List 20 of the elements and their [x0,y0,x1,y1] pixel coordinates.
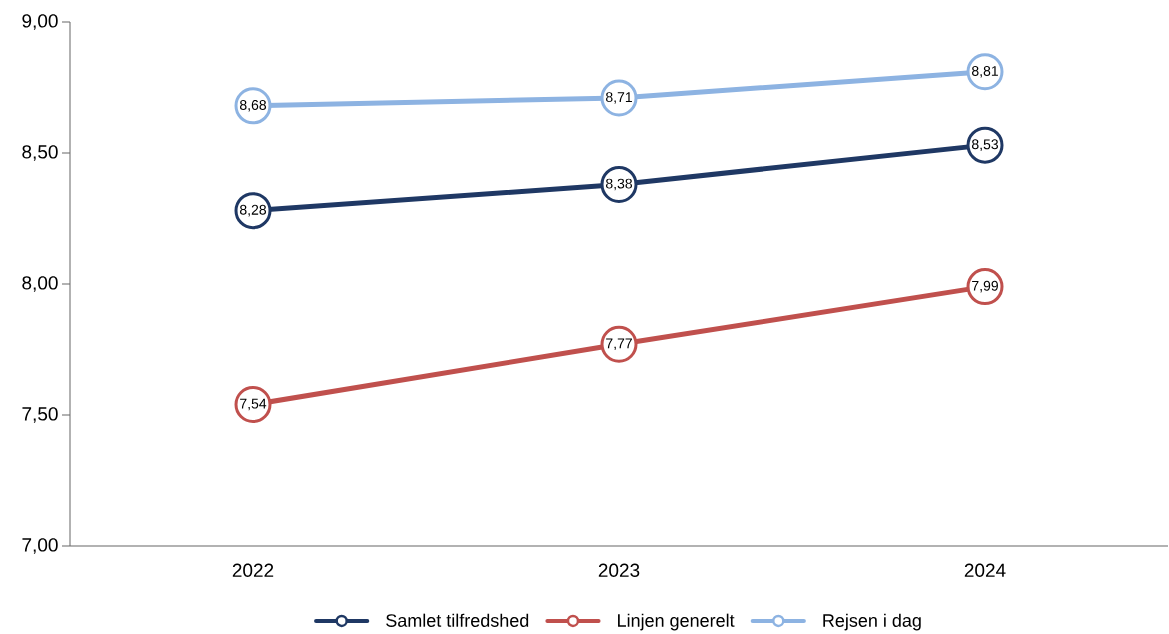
data-label: 8,81 [972,65,998,78]
data-label: 8,38 [605,178,633,191]
data-label: 7,77 [606,338,632,350]
legend-label: Linjen generelt [618,613,735,631]
legend-label: Rejsen i dag [823,613,921,631]
y-tick-label: 7,50 [22,407,58,423]
x-tick-label: 2022 [232,563,274,577]
y-tick-label: 8,50 [22,145,58,161]
y-tick-label: 7,00 [22,538,58,554]
x-tick-label: 2023 [598,563,640,577]
data-label: 8,28 [239,204,267,217]
data-label: 8,68 [239,100,267,112]
x-tick-label: 2024 [964,563,1006,577]
data-label: 7,99 [972,280,998,293]
data-label: 7,54 [240,398,267,411]
legend-label: Samlet tilfredshed [386,613,529,627]
data-label: 8,53 [972,139,999,151]
data-label: 8,71 [605,92,632,104]
y-tick-label: 9,00 [22,14,58,30]
y-tick-label: 8,00 [22,276,58,292]
